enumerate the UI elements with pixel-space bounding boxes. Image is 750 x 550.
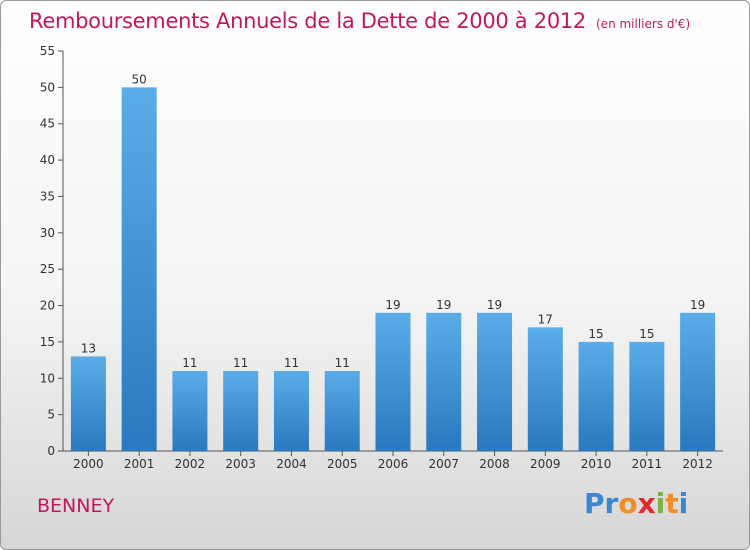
y-tick-label: 40 <box>40 153 55 167</box>
x-tick-label-2001: 2001 <box>124 457 155 471</box>
value-label-2002: 11 <box>182 356 197 370</box>
bar-2007 <box>426 312 462 451</box>
value-label-2001: 50 <box>132 72 147 86</box>
y-tick-label: 35 <box>40 189 55 203</box>
x-tick-label-2005: 2005 <box>327 457 358 471</box>
y-tick-label: 55 <box>40 44 55 58</box>
y-tick-label: 45 <box>40 117 55 131</box>
value-label-2006: 19 <box>385 298 400 312</box>
bar-2010 <box>578 341 614 451</box>
bar-2012 <box>680 312 716 451</box>
x-tick-label-2006: 2006 <box>378 457 409 471</box>
x-tick-label-2003: 2003 <box>225 457 256 471</box>
value-label-2008: 19 <box>487 298 502 312</box>
bar-2003 <box>223 371 259 451</box>
bar-2001 <box>121 87 157 451</box>
x-tick-label-2004: 2004 <box>276 457 307 471</box>
value-label-2011: 15 <box>639 327 654 341</box>
logo-letter: t <box>665 487 679 520</box>
logo-letter: i <box>655 487 666 520</box>
value-label-2004: 11 <box>284 356 299 370</box>
y-tick-label: 50 <box>40 80 55 94</box>
proxiti-logo: Proxiti <box>584 487 688 520</box>
value-label-2012: 19 <box>690 298 705 312</box>
logo-letter: o <box>618 487 638 520</box>
logo-letter: r <box>604 487 619 520</box>
value-label-2009: 17 <box>538 312 553 326</box>
bar-2002 <box>172 371 208 451</box>
x-tick-label-2009: 2009 <box>530 457 561 471</box>
chart-title: Remboursements Annuels de la Dette de 20… <box>29 9 690 33</box>
x-tick-label-2011: 2011 <box>632 457 663 471</box>
value-label-2003: 11 <box>233 356 248 370</box>
y-tick-label: 30 <box>40 226 55 240</box>
x-tick-label-2008: 2008 <box>479 457 510 471</box>
bar-2009 <box>527 327 563 451</box>
bar-2000 <box>70 356 106 451</box>
logo-letter: P <box>584 487 605 520</box>
value-label-2010: 15 <box>588 327 603 341</box>
chart-title-text: Remboursements Annuels de la Dette de 20… <box>29 9 586 33</box>
bar-2006 <box>375 312 411 451</box>
value-label-2005: 11 <box>335 356 350 370</box>
value-label-2000: 13 <box>81 341 96 355</box>
bar-2005 <box>324 371 360 451</box>
x-tick-label-2012: 2012 <box>682 457 713 471</box>
y-tick-label: 15 <box>40 335 55 349</box>
x-tick-label-2002: 2002 <box>175 457 206 471</box>
value-label-2007: 19 <box>436 298 451 312</box>
y-tick-label: 20 <box>40 299 55 313</box>
logo-letter: x <box>637 487 656 520</box>
y-tick-label: 10 <box>40 371 55 385</box>
logo-letter: i <box>678 487 689 520</box>
commune-name: BENNEY <box>37 495 115 517</box>
bar-2004 <box>273 371 309 451</box>
y-tick-label: 5 <box>47 408 55 422</box>
x-tick-label-2000: 2000 <box>73 457 104 471</box>
chart-subtitle: (en milliers d'€) <box>596 17 691 31</box>
x-tick-label-2007: 2007 <box>428 457 459 471</box>
x-tick-label-2010: 2010 <box>581 457 612 471</box>
y-tick-label: 25 <box>40 262 55 276</box>
bar-2011 <box>629 341 665 451</box>
y-tick-label: 0 <box>47 444 55 458</box>
bar-2008 <box>477 312 513 451</box>
